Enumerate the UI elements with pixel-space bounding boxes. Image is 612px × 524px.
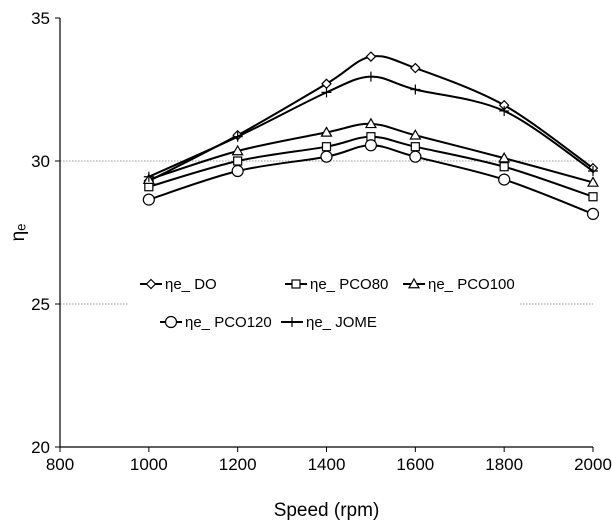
data-point-plus: [321, 87, 332, 98]
legend-label: ηe_ JOME: [306, 314, 377, 331]
data-point-circle: [364, 139, 378, 152]
legend-item: ηe_ DO: [140, 276, 217, 293]
legend-label: ηe_ PCO120: [185, 314, 272, 331]
series-layer: [142, 51, 600, 221]
x-tick-label: 1800: [485, 455, 523, 474]
data-point-square: [499, 162, 509, 172]
legend-label: ηe_ PCO100: [428, 276, 515, 293]
legend-label: ηe_ DO: [165, 276, 217, 293]
data-point-circle: [231, 164, 244, 178]
x-tick-label: 800: [46, 455, 74, 474]
data-point-square: [410, 142, 420, 152]
legend-marker-triangle: [407, 277, 421, 289]
data-point-square: [588, 192, 598, 202]
data-point-triangle: [498, 151, 511, 163]
data-point-diamond: [409, 62, 421, 74]
legend-item: ηe_ PCO100: [403, 276, 515, 293]
y-axis-ticks: 20 25 30 35: [31, 9, 60, 457]
data-point-triangle: [231, 144, 244, 156]
data-point-triangle: [320, 126, 333, 137]
data-point-plus: [365, 71, 376, 82]
legend-marker-square: [291, 279, 301, 289]
data-point-triangle: [364, 117, 377, 129]
y-tick-label: 30: [31, 152, 50, 171]
data-point-circle: [142, 193, 155, 206]
x-tick-label: 1600: [396, 455, 434, 474]
y-tick-label: 20: [31, 438, 50, 457]
data-point-circle: [409, 150, 422, 163]
data-point-diamond: [321, 78, 332, 90]
series-5: [143, 71, 598, 182]
series-line: [148, 144, 594, 215]
y-axis-title: ηₑ: [8, 224, 29, 242]
series-3: [142, 117, 600, 187]
legend-marker-diamond: [145, 278, 157, 290]
data-point-plus: [410, 84, 421, 95]
x-axis-ticks: 800 1000 1200 1400 1600 1800 2000: [46, 447, 612, 474]
x-tick-label: 1200: [219, 455, 257, 474]
legend-marker-plus: [287, 317, 297, 327]
data-point-triangle: [586, 176, 600, 187]
data-point-circle: [586, 207, 600, 221]
y-tick-label: 25: [31, 295, 50, 314]
data-point-plus: [232, 131, 243, 142]
legend-item: ηe_ JOME: [281, 314, 377, 331]
series-4: [142, 139, 600, 221]
data-point-plus: [499, 105, 510, 116]
data-point-circle: [320, 150, 333, 163]
legend: ηe_ DO ηe_ PCO80 ηe_ PCO100 ηe_ PCO120 ηe_ J…: [140, 276, 515, 331]
data-point-triangle: [409, 129, 422, 140]
data-point-circle: [498, 173, 511, 186]
legend-item: ηe_ PCO80: [285, 276, 388, 293]
data-point-square: [233, 156, 243, 166]
x-axis-title: Speed (rpm): [274, 500, 380, 521]
x-tick-label: 1000: [130, 455, 168, 474]
legend-marker-circle: [164, 315, 178, 329]
data-point-plus: [143, 171, 154, 182]
data-point-plus: [588, 166, 598, 177]
data-point-square: [321, 142, 332, 152]
legend-item: ηe_ PCO120: [160, 314, 272, 331]
x-tick-label: 1400: [308, 455, 346, 474]
data-point-diamond: [365, 51, 377, 62]
y-tick-label: 35: [31, 9, 50, 28]
series-2: [144, 132, 598, 202]
legend-label: ηe_ PCO80: [310, 276, 388, 293]
x-tick-label: 2000: [574, 455, 612, 474]
